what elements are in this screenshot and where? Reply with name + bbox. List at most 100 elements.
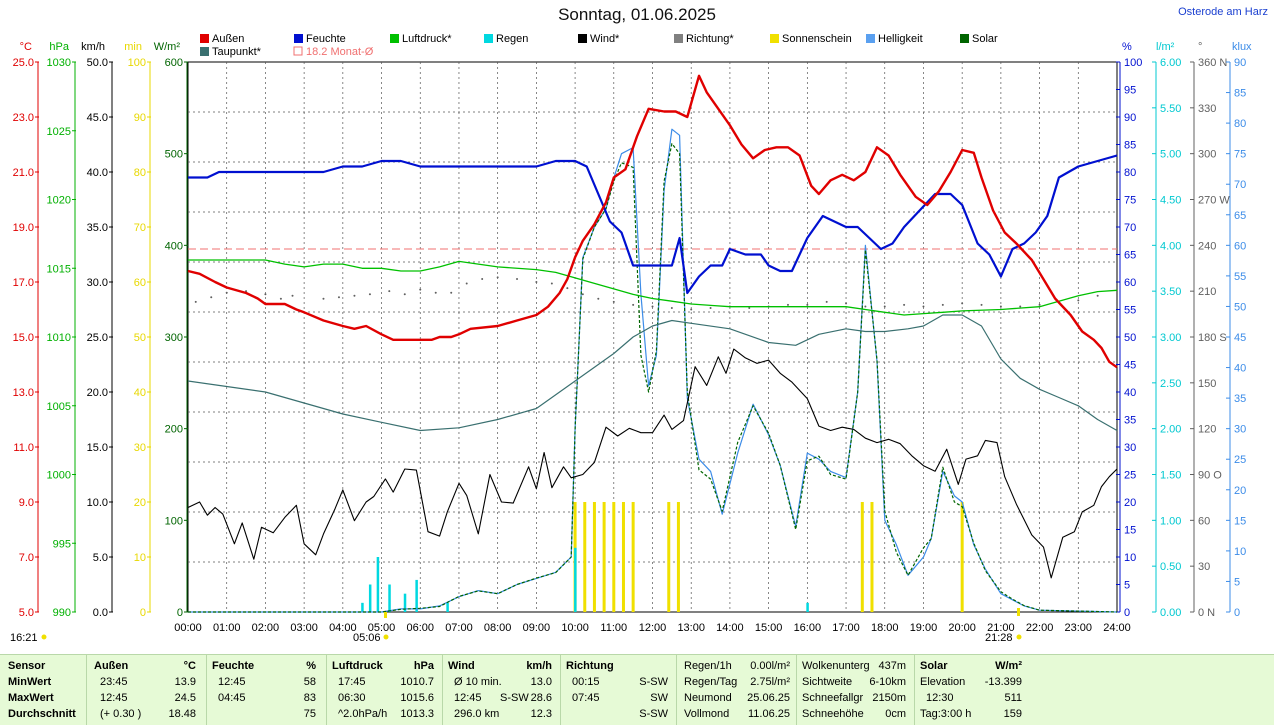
axis-tick-rain: 2.00	[1160, 424, 1181, 436]
axis-unit-rain: l/m²	[1156, 41, 1175, 53]
sunset-icon	[1016, 634, 1022, 640]
axis-tick-rain: 3.50	[1160, 286, 1181, 298]
axis-unit-temperature: °C	[20, 41, 32, 53]
axis-tick-solar: 300	[165, 332, 183, 344]
full-moon-value: 11.06.25	[747, 708, 790, 720]
axis-tick-temperature: 7.0	[19, 552, 34, 564]
rain-bar	[376, 557, 380, 612]
axis-tick-pressure: 1030	[47, 57, 71, 69]
direction-point	[1038, 303, 1041, 306]
axis-tick-direction: 0 N	[1198, 607, 1215, 619]
axis-tick-pressure: 1005	[47, 401, 71, 413]
direction-point	[516, 277, 519, 280]
dewpoint-line	[187, 314, 1118, 432]
wind-max-time: 12:45	[454, 692, 482, 704]
axis-tick-pressure: 1000	[47, 470, 71, 482]
axis-tick-humidity: 45	[1124, 360, 1136, 372]
legend-label: Taupunkt*	[212, 46, 262, 58]
direction-point	[291, 294, 294, 297]
direction-point	[450, 291, 453, 294]
header-pressure-unit: hPa	[413, 660, 434, 672]
humidity-min-time: 12:45	[218, 676, 246, 688]
humidity-max-time: 04:45	[218, 692, 246, 704]
direction-point	[825, 300, 828, 303]
header-direction: Richtung	[566, 660, 614, 672]
sunshine-bar	[621, 502, 625, 612]
humidity-min-value: 58	[303, 676, 316, 688]
axis-tick-humidity: 90	[1124, 112, 1136, 124]
location-link[interactable]: Osterode am Harz	[1178, 6, 1268, 18]
direction-point	[368, 293, 371, 296]
outside-min-value: 13.9	[174, 676, 196, 688]
outside-max-time: 12:45	[100, 692, 128, 704]
axis-unit-humidity: %	[1122, 41, 1132, 53]
direction-point	[806, 303, 809, 306]
axis-tick-rain: 1.00	[1160, 515, 1181, 527]
axis-tick-direction: 360 N	[1198, 57, 1227, 69]
axis-tick-brightness: 15	[1234, 515, 1246, 527]
header-outside-unit: °C	[183, 660, 196, 672]
axis-unit-solar: W/m²	[154, 41, 181, 53]
pressure-line	[188, 259, 1118, 316]
axis-tick-sunshine: 80	[134, 167, 146, 179]
direction-min-time: 00:15	[572, 676, 600, 688]
direction-point	[1096, 294, 1099, 297]
axis-tick-humidity: 75	[1124, 195, 1136, 207]
legend-label: Feuchte	[306, 33, 346, 45]
x-tick-label: 00:00	[174, 622, 202, 634]
rain-bar	[806, 602, 809, 612]
header-solar: Solar	[920, 660, 948, 672]
direction-point	[550, 282, 553, 285]
sunset-tick	[1017, 608, 1020, 616]
rain-bar	[361, 602, 364, 612]
rain-bar	[368, 584, 372, 612]
full-moon-label: Vollmond	[684, 708, 730, 720]
axis-tick-solar: 0	[177, 607, 183, 619]
axis-tick-solar: 200	[165, 424, 183, 436]
direction-point	[651, 305, 654, 308]
axis-tick-wind: 45.0	[87, 112, 108, 124]
outside-column: Außen °C 23:45 13.9 12:45 24.5 (+ 0.30 ) 18.…	[94, 658, 200, 722]
axis-tick-sunshine: 0	[140, 607, 146, 619]
new-moon-label: Neumond	[684, 692, 732, 704]
axis-tick-wind: 10.0	[87, 497, 108, 509]
axis-tick-temperature: 19.0	[13, 222, 34, 234]
direction-point	[961, 302, 964, 305]
direction-point	[264, 293, 267, 296]
solar-elevation-label: Elevation	[920, 676, 966, 688]
axis-tick-sunshine: 100	[128, 57, 146, 69]
axis-tick-humidity: 85	[1124, 140, 1136, 152]
axis-tick-wind: 5.0	[93, 552, 108, 564]
axis-tick-brightness: 45	[1234, 332, 1246, 344]
axis-tick-humidity: 10	[1124, 552, 1136, 564]
legend-swatch	[960, 34, 969, 43]
direction-point	[419, 288, 422, 291]
axis-unit-brightness: klux	[1232, 41, 1252, 53]
x-tick-label: 08:00	[484, 622, 512, 634]
wind-avg10-label: Ø 10 min.	[454, 676, 502, 688]
axis-tick-humidity: 35	[1124, 415, 1136, 427]
axis-tick-humidity: 15	[1124, 525, 1136, 537]
pressure-column: Luftdruck hPa 17:45 1010.7 06:30 1015.6 ^2.…	[332, 658, 438, 722]
axis-tick-humidity: 95	[1124, 85, 1136, 97]
wind-line	[187, 348, 1118, 579]
axis-tick-direction: 180 S	[1198, 332, 1227, 344]
axis-unit-pressure: hPa	[49, 41, 69, 53]
x-tick-label: 09:00	[523, 622, 551, 634]
direction-point	[581, 293, 584, 296]
chart-title: Sonntag, 01.06.2025	[558, 5, 716, 24]
axis-tick-wind: 15.0	[87, 442, 108, 454]
visibility-value: 6-10km	[869, 676, 906, 688]
solar-day-value: 159	[1003, 708, 1022, 720]
axis-tick-rain: 5.00	[1160, 149, 1181, 161]
axis-tick-brightness: 85	[1234, 88, 1246, 100]
x-tick-label: 04:00	[329, 622, 357, 634]
direction-point	[434, 291, 437, 294]
direction-point	[748, 306, 751, 309]
axis-tick-temperature: 17.0	[13, 277, 34, 289]
sunshine-bar	[592, 502, 596, 612]
humidity-column: Feuchte% 12:45 58 04:45 83 75	[212, 658, 320, 722]
direction-point	[279, 297, 282, 300]
axis-tick-humidity: 50	[1124, 332, 1136, 344]
axis-tick-pressure: 1010	[47, 332, 71, 344]
